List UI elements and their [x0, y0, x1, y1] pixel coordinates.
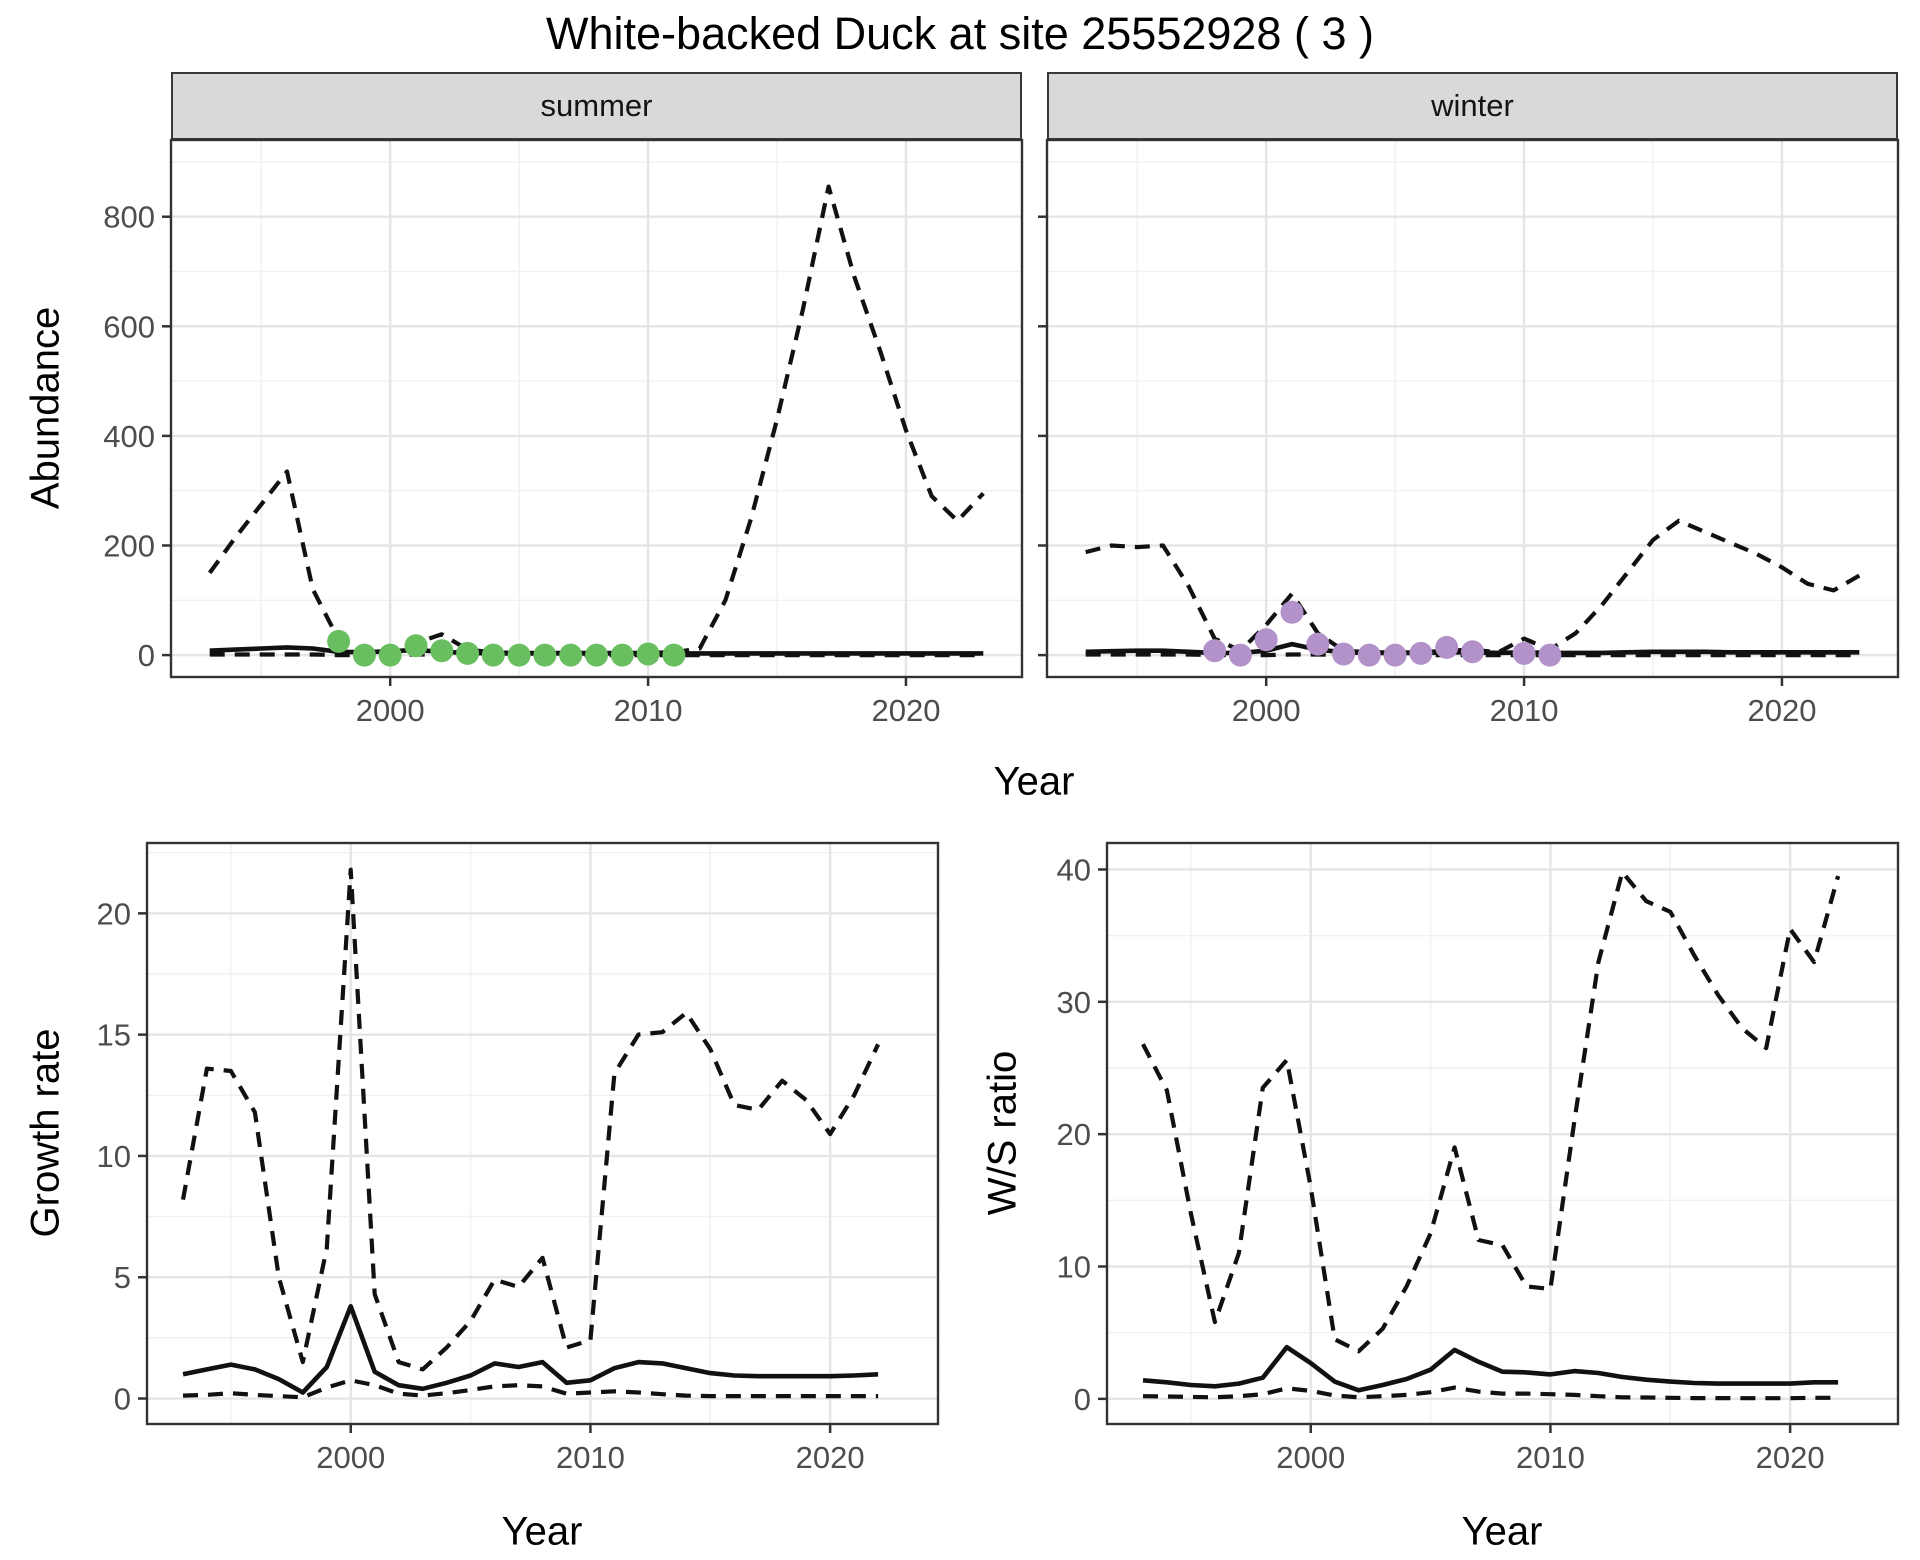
panel-border [1045, 138, 1900, 679]
panel-border [169, 138, 1024, 679]
y-axis-title-abundance: Abundance [23, 306, 68, 510]
ci-lower-line [182, 1378, 879, 1400]
y-tick-label: 5 [114, 1260, 131, 1295]
y-tick-label: 40 [1057, 852, 1091, 887]
y-tick-label: 30 [1057, 985, 1091, 1020]
observed-point [404, 634, 428, 658]
y-tick-label: 200 [103, 528, 155, 563]
observed-point [1435, 635, 1459, 659]
observed-point [352, 643, 376, 667]
mean-line [182, 1304, 879, 1395]
ci-lower-line [1142, 1385, 1839, 1401]
observed-point [481, 643, 505, 667]
y-tick-label: 800 [103, 200, 155, 235]
panel-background [147, 843, 938, 1424]
observed-point [1461, 640, 1484, 664]
y-tick-label: 20 [1057, 1117, 1091, 1152]
figure-title: White-backed Duck at site 25552928 ( 3 ) [546, 8, 1374, 59]
panel-background [1047, 140, 1898, 677]
x-tick-label: 2010 [614, 693, 683, 728]
observed-point [430, 639, 454, 663]
observed-point [1254, 628, 1278, 652]
x-tick-label: 2000 [356, 693, 425, 728]
y-tick-label: 0 [114, 1382, 131, 1417]
observed-point [662, 643, 686, 667]
x-tick-label: 2000 [316, 1440, 385, 1475]
x-tick-label: 2010 [1490, 693, 1559, 728]
observed-point [378, 643, 402, 667]
x-axis-title-year-ws: Year [1461, 1509, 1543, 1554]
y-tick-label: 10 [97, 1139, 131, 1174]
observed-point [1332, 642, 1356, 666]
observed-point [1409, 641, 1433, 665]
y-tick-label: 20 [97, 896, 131, 931]
ci-upper-line [1141, 870, 1841, 1354]
facet-strip-label: winter [1431, 88, 1514, 123]
facet-strip-label: summer [540, 88, 653, 123]
observed-point [507, 643, 531, 667]
observed-point [1203, 639, 1227, 663]
x-axis-title-year-top: Year [993, 759, 1075, 804]
x-tick-label: 2000 [1232, 693, 1301, 728]
ci-upper-line [180, 867, 881, 1372]
facet-strip-summer: summer [171, 72, 1022, 140]
y-tick-label: 10 [1057, 1250, 1091, 1285]
observed-point [456, 641, 480, 665]
x-tick-label: 2020 [1756, 1440, 1825, 1475]
panel-border [145, 841, 940, 1426]
observed-point [1538, 643, 1562, 667]
x-tick-label: 2020 [796, 1440, 865, 1475]
x-tick-label: 2010 [556, 1440, 625, 1475]
observed-point [327, 629, 351, 653]
y-tick-label: 0 [1074, 1382, 1091, 1417]
x-tick-label: 2020 [871, 693, 940, 728]
y-tick-label: 0 [138, 638, 155, 673]
observed-point [1383, 643, 1407, 667]
x-tick-label: 2010 [1516, 1440, 1585, 1475]
y-tick-label: 15 [97, 1018, 131, 1053]
x-tick-label: 2020 [1747, 693, 1816, 728]
observed-point [1512, 641, 1536, 665]
observed-point [533, 643, 557, 667]
y-axis-title-ws-ratio: W/S ratio [980, 1050, 1025, 1216]
x-axis-title-year-growth: Year [501, 1509, 583, 1554]
y-tick-label: 600 [103, 309, 155, 344]
observed-point [610, 643, 634, 667]
observed-point [1280, 600, 1304, 624]
observed-point [636, 642, 660, 666]
observed-point [585, 643, 608, 667]
mean-line [1142, 1344, 1839, 1393]
y-tick-label: 400 [103, 419, 155, 454]
panel-background [171, 140, 1022, 677]
observed-point [1228, 643, 1252, 667]
observed-point [1306, 632, 1330, 656]
x-tick-label: 2000 [1276, 1440, 1345, 1475]
y-axis-title-growth-rate: Growth rate [23, 1028, 68, 1238]
observed-point [1357, 643, 1381, 667]
observed-point [559, 643, 583, 667]
ci-upper-line [1085, 518, 1861, 655]
